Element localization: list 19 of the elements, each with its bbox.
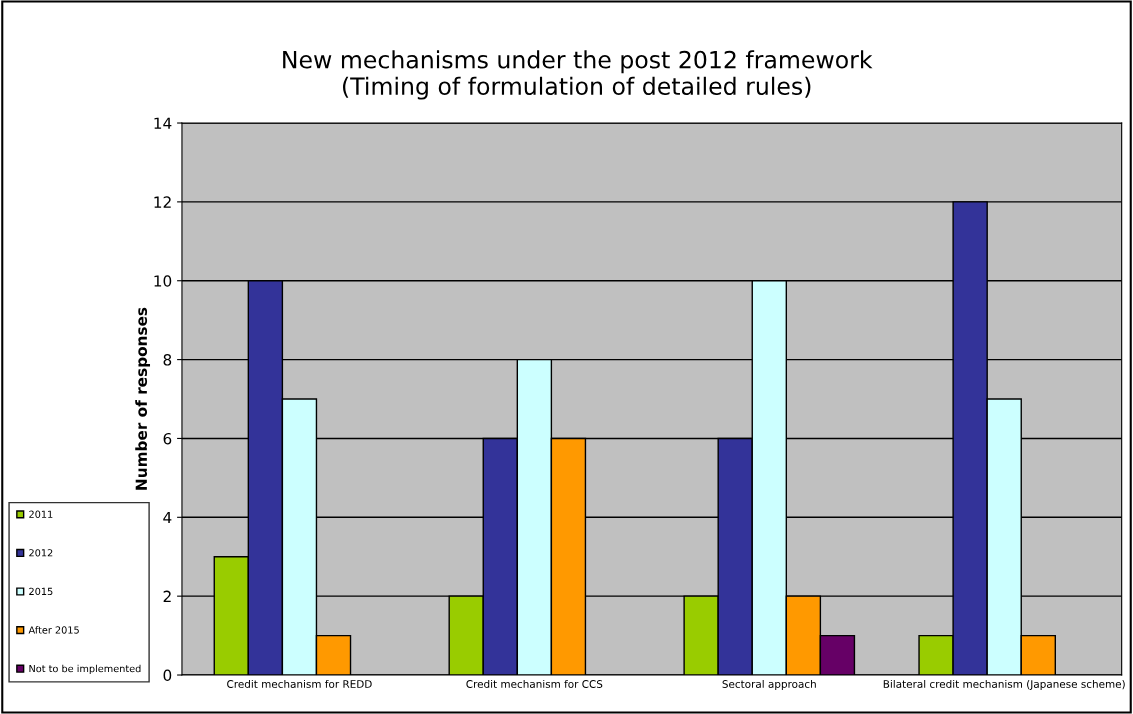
y-tick-label: 8	[163, 354, 172, 366]
y-tick-label: 6	[163, 432, 172, 445]
x-tick-label: Sectoral approach	[722, 679, 816, 690]
legend-label: Not to be implemented	[29, 664, 141, 675]
chart-title: New mechanisms under the post 2012 framework (Timing of formulation of detailed rules)	[283, 50, 873, 100]
legend-label: 2015	[29, 587, 53, 596]
legend-label: 2011	[29, 510, 53, 518]
y-tick-label: 2	[163, 590, 171, 602]
y-tick-label: 10	[154, 275, 172, 287]
y-tick-label: 4	[163, 511, 172, 524]
y-axis-title: Number of responses	[135, 307, 151, 490]
legend-label: After 2015	[28, 626, 79, 634]
y-tick-label: 0	[163, 669, 172, 682]
y-tick-label: 14	[154, 117, 172, 129]
x-tick-label: Credit mechanism for REDD	[227, 679, 372, 688]
y-tick-label: 12	[154, 196, 171, 208]
x-tick-label: Credit mechanism for CCS	[466, 679, 603, 688]
x-tick-label: Bilateral credit mechanism (Japanese scheme)	[883, 679, 1125, 690]
legend-label: 2012	[29, 549, 53, 557]
